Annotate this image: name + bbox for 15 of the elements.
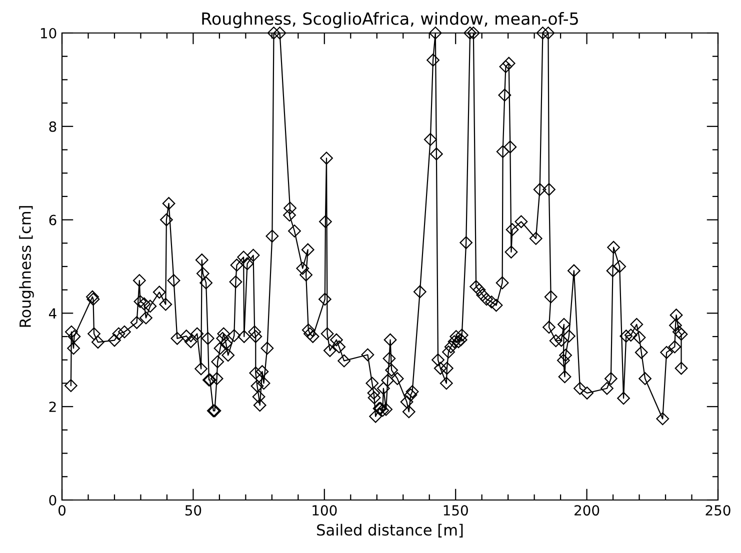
y-tick-label: 0: [49, 494, 56, 506]
y-tick-label: 8: [49, 121, 56, 132]
y-axis-title: Roughness [cm]: [19, 206, 34, 327]
x-tick-label: 50: [185, 505, 202, 516]
y-tick-label: 10: [40, 28, 56, 38]
x-tick-label: 0: [58, 505, 66, 516]
x-tick-label: 200: [574, 505, 600, 516]
y-tick-label: 2: [49, 402, 56, 412]
y-tick-label: 6: [49, 214, 56, 226]
x-tick-label: 250: [706, 505, 730, 516]
y-tick-label: 4: [48, 308, 56, 318]
x-tick-label: 100: [312, 505, 337, 516]
x-tick-label: 150: [444, 505, 468, 516]
chart-title: Roughness, ScoglioAfrica, window, mean-of-5: [202, 12, 578, 28]
x-axis-title: Sailed distance [m]: [317, 524, 463, 538]
